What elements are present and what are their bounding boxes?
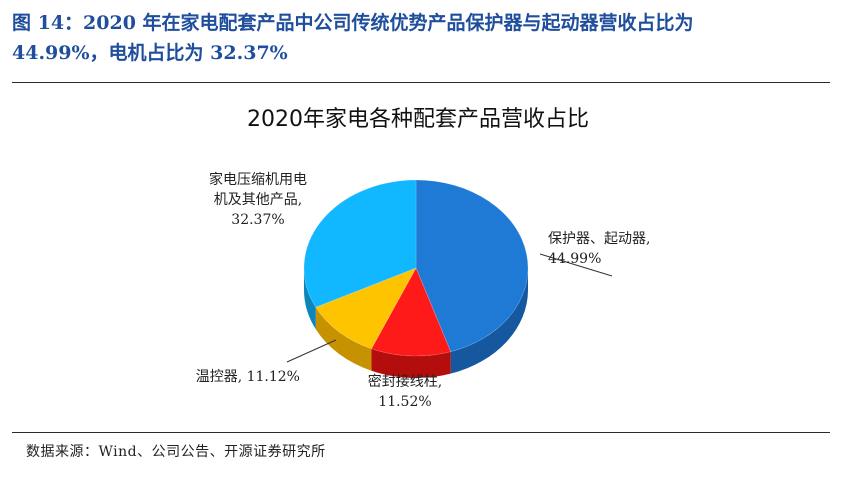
pie-slice-0 (415, 179, 529, 353)
pie-slice-3 (303, 179, 417, 308)
pie-tops (303, 179, 529, 357)
chart-title: 2020年家电各种配套产品营收占比 (247, 107, 589, 132)
slice-label-3: 家电压缩机用电机及其他产品, 32.37% (209, 171, 307, 228)
pie-slice-side-3 (304, 268, 316, 330)
slice-label-3-line-0: 家电压缩机用电 (209, 171, 307, 188)
slice-label-3-line-1: 机及其他产品, (214, 192, 302, 208)
slice-label-0-line-0: 保护器、起动器, (548, 231, 650, 247)
figure-caption-line1: 图 14：2020 年在家电配套产品中公司传统优势产品保护器与起动器营收占比为 (12, 12, 694, 34)
slice-label-1: 密封接线柱, 11.52% (368, 373, 442, 410)
top-divider (12, 82, 830, 83)
slice-label-2: 温控器, 11.12% (196, 369, 300, 385)
bottom-divider (12, 432, 830, 433)
leader-line-2 (286, 339, 337, 363)
figure-caption-line2: 44.99%，电机占比为 32.37% (12, 42, 288, 64)
figure-caption: 图 14：2020 年在家电配套产品中公司传统优势产品保护器与起动器营收占比为 … (12, 8, 842, 68)
pie-leaders (286, 253, 613, 363)
pie-slice-side-1 (371, 348, 451, 378)
slice-label-0: 保护器、起动器, 44.99% (548, 231, 650, 267)
pie-slice-2 (315, 267, 417, 350)
slice-label-0-line-1: 44.99% (548, 251, 601, 267)
pie-labels: 保护器、起动器, 44.99% 密封接线柱, 11.52% 温控器, 11.12% 家电压… (196, 171, 651, 410)
pie-slice-1 (371, 267, 452, 357)
pie-slice-side-2 (315, 307, 372, 371)
slice-label-3-line-2: 32.37% (231, 212, 284, 228)
leader-line-0 (539, 253, 613, 277)
slice-label-1-line-0: 密封接线柱, (368, 373, 442, 390)
source-note: 数据来源：Wind、公司公告、开源证券研究所 (26, 444, 326, 460)
slice-label-2-line-0: 温控器, 11.12% (196, 369, 300, 385)
pie-sides (304, 268, 528, 378)
pie-slice-side-0 (450, 268, 528, 374)
slice-label-1-line-1: 11.52% (378, 394, 431, 410)
